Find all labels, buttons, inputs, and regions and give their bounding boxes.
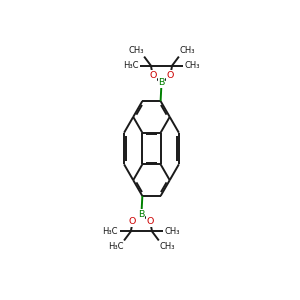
Text: CH₃: CH₃ [165, 227, 180, 236]
Text: O: O [146, 217, 154, 226]
Text: CH₃: CH₃ [185, 61, 200, 70]
Text: H₃C: H₃C [108, 242, 124, 251]
Text: O: O [129, 217, 136, 226]
Text: O: O [167, 71, 174, 80]
Text: O: O [149, 71, 156, 80]
Text: CH₃: CH₃ [159, 242, 175, 251]
Text: B: B [158, 78, 165, 87]
Text: CH₃: CH₃ [128, 46, 143, 55]
Text: H₃C: H₃C [123, 61, 138, 70]
Text: B: B [138, 210, 145, 219]
Text: CH₃: CH₃ [179, 46, 195, 55]
Text: H₃C: H₃C [103, 227, 118, 236]
